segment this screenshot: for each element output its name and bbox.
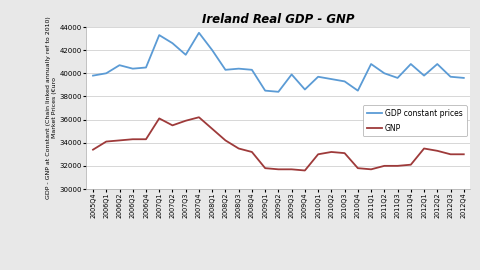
GNP [169, 124, 175, 127]
GDP constant prices [103, 72, 109, 75]
GDP constant prices [196, 31, 202, 34]
GNP [434, 149, 440, 153]
GDP constant prices [169, 42, 175, 45]
GNP [355, 167, 361, 170]
GDP constant prices [461, 76, 467, 80]
Line: GNP: GNP [93, 117, 464, 170]
GNP [183, 119, 189, 122]
GNP [302, 169, 308, 172]
GDP constant prices [236, 67, 241, 70]
GNP [289, 168, 295, 171]
GNP [276, 168, 281, 171]
GNP [382, 164, 387, 167]
GDP constant prices [382, 72, 387, 75]
GNP [461, 153, 467, 156]
GDP constant prices [315, 75, 321, 78]
GNP [223, 139, 228, 142]
GNP [448, 153, 454, 156]
GNP [90, 148, 96, 151]
GDP constant prices [448, 75, 454, 78]
GNP [209, 127, 215, 130]
GNP [103, 140, 109, 143]
GDP constant prices [90, 74, 96, 77]
Y-axis label: GDP - GNP at Constant (Chain linked annually ref to 2010)
Market Prices (€uro: GDP - GNP at Constant (Chain linked annu… [46, 17, 57, 199]
GNP [156, 117, 162, 120]
Line: GDP constant prices: GDP constant prices [93, 33, 464, 92]
GDP constant prices [223, 68, 228, 72]
GDP constant prices [183, 53, 189, 56]
GNP [395, 164, 400, 167]
GDP constant prices [355, 89, 361, 92]
GDP constant prices [143, 66, 149, 69]
GDP constant prices [434, 62, 440, 66]
GDP constant prices [328, 77, 334, 81]
GDP constant prices [262, 89, 268, 92]
GNP [408, 163, 414, 166]
GDP constant prices [408, 62, 414, 66]
GNP [249, 150, 255, 154]
GDP constant prices [289, 73, 295, 76]
GNP [421, 147, 427, 150]
GNP [117, 139, 122, 142]
GDP constant prices [249, 68, 255, 72]
GNP [315, 153, 321, 156]
GNP [236, 147, 241, 150]
GDP constant prices [368, 62, 374, 66]
GDP constant prices [156, 33, 162, 37]
GDP constant prices [395, 76, 400, 80]
GDP constant prices [421, 74, 427, 77]
GDP constant prices [276, 90, 281, 93]
GNP [143, 138, 149, 141]
GNP [368, 168, 374, 171]
GDP constant prices [117, 63, 122, 67]
Legend: GDP constant prices, GNP: GDP constant prices, GNP [363, 106, 467, 136]
GNP [130, 138, 136, 141]
Title: Ireland Real GDP - GNP: Ireland Real GDP - GNP [202, 13, 355, 26]
GNP [262, 167, 268, 170]
GDP constant prices [342, 80, 348, 83]
GDP constant prices [302, 88, 308, 91]
GNP [196, 116, 202, 119]
GNP [328, 150, 334, 154]
GDP constant prices [209, 49, 215, 52]
GNP [342, 151, 348, 155]
GDP constant prices [130, 67, 136, 70]
